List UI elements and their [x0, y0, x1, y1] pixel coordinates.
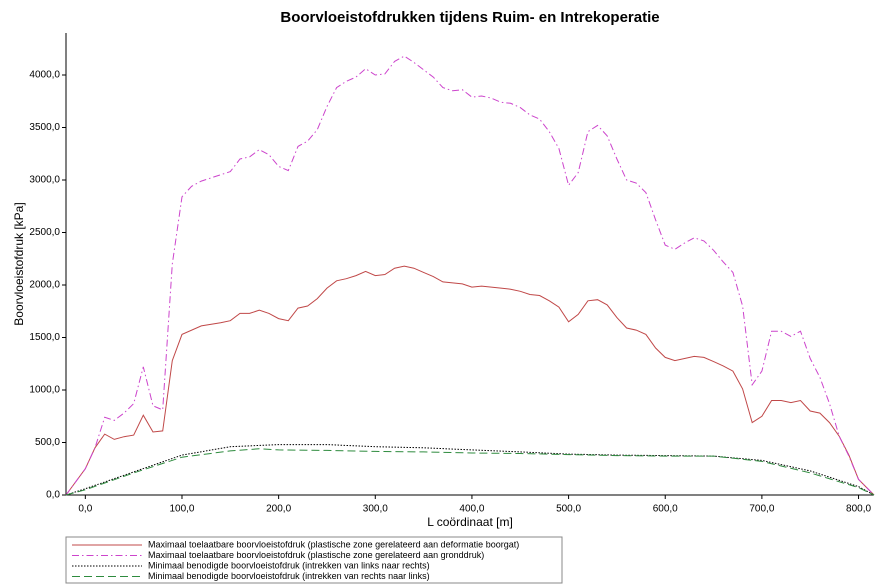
y-tick-label: 1000,0: [29, 385, 60, 396]
y-tick-label: 2000,0: [29, 280, 60, 291]
x-tick-label: 200,0: [266, 504, 291, 515]
y-tick-label: 1500,0: [29, 332, 60, 343]
legend-label: Minimaal benodigde boorvloeistofdruk (in…: [148, 560, 430, 570]
y-tick-label: 3500,0: [29, 122, 60, 133]
y-tick-label: 2500,0: [29, 227, 60, 238]
x-axis-label: L coördinaat [m]: [427, 515, 513, 529]
y-tick-label: 3000,0: [29, 175, 60, 186]
x-tick-label: 0,0: [78, 504, 92, 515]
x-tick-label: 300,0: [363, 504, 388, 515]
series-line: [65, 55, 875, 496]
x-tick-label: 400,0: [459, 504, 484, 515]
x-tick-label: 800,0: [846, 504, 871, 515]
y-tick-label: 500,0: [35, 437, 60, 448]
legend-label: Minimaal benodigde boorvloeistofdruk (in…: [148, 571, 430, 581]
y-tick-label: 4000,0: [29, 70, 60, 81]
series-line: [65, 448, 875, 496]
series-line: [65, 444, 875, 496]
series-line: [65, 265, 875, 496]
x-tick-label: 500,0: [556, 504, 581, 515]
y-tick-label: 0,0: [46, 490, 60, 501]
x-tick-label: 600,0: [653, 504, 678, 515]
y-axis-label: Boorvloeistofdruk [kPa]: [12, 202, 26, 325]
legend-label: Maximaal toelaatbare boorvloeistofdruk (…: [148, 550, 484, 560]
chart-title: Boorvloeistofdrukken tijdens Ruim- en In…: [280, 9, 659, 26]
legend-label: Maximaal toelaatbare boorvloeistofdruk (…: [148, 539, 519, 549]
x-tick-label: 100,0: [169, 504, 194, 515]
legend-box: [65, 536, 563, 584]
x-tick-label: 700,0: [749, 504, 774, 515]
